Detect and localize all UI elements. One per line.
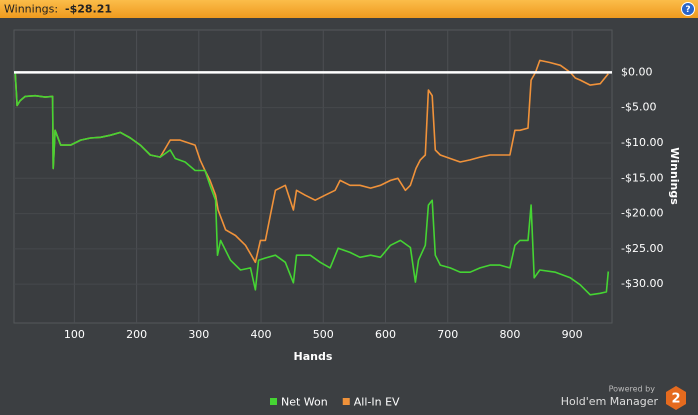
- logo: [666, 386, 686, 410]
- legend-swatch: [270, 398, 277, 405]
- x-tick-label: 900: [562, 328, 583, 341]
- y-axis-title: Winnings: [668, 147, 681, 205]
- x-tick-label: 100: [64, 328, 85, 341]
- header-value: -$28.21: [65, 3, 112, 16]
- y-tick-label: -$15.00: [621, 171, 663, 184]
- x-tick-label: 600: [375, 328, 396, 341]
- legend-label: All-In EV: [354, 396, 400, 409]
- y-tick-label: $0.00: [621, 65, 653, 78]
- plot-area: [13, 29, 613, 324]
- y-tick-label: -$30.00: [621, 277, 663, 290]
- x-tick-label: 500: [313, 328, 334, 341]
- product-name: Hold'em Manager: [561, 395, 659, 408]
- y-tick-label: -$25.00: [621, 242, 663, 255]
- header-bar: [0, 0, 698, 18]
- logo-text: 2: [671, 392, 680, 407]
- x-tick-label: 400: [251, 328, 272, 341]
- legend-swatch: [342, 398, 350, 405]
- y-tick-label: -$10.00: [621, 136, 663, 149]
- x-tick-label: 300: [188, 328, 209, 341]
- header-label: Winnings:: [4, 3, 58, 16]
- series-line: [14, 72, 610, 296]
- y-tick-label: -$20.00: [621, 207, 663, 220]
- y-tick-label: -$5.00: [621, 101, 656, 114]
- x-tick-label: 200: [126, 328, 147, 341]
- help-icon[interactable]: [681, 2, 695, 16]
- powered-by: Powered by: [609, 385, 656, 394]
- x-tick-label: 800: [499, 328, 520, 341]
- help-icon-text[interactable]: ?: [685, 5, 690, 15]
- x-axis-title: Hands: [294, 350, 333, 363]
- legend-label: Net Won: [281, 396, 328, 409]
- x-tick-label: 700: [437, 328, 458, 341]
